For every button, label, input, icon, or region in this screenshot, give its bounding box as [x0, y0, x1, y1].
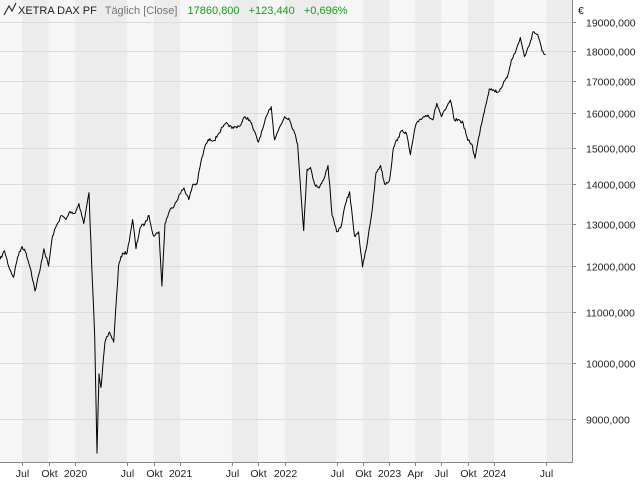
- y-tick-label: 18000,000: [586, 47, 636, 59]
- y-tick-label: 13000,000: [586, 220, 636, 232]
- x-tick-label: Jul: [435, 468, 448, 480]
- y-tick-label: 14000,000: [586, 180, 636, 192]
- background-band: [153, 0, 180, 462]
- background-band: [415, 0, 442, 462]
- background-band: [284, 0, 337, 462]
- background-band: [389, 0, 416, 462]
- background-bands: [0, 0, 572, 462]
- x-tick-label: Okt: [41, 468, 57, 480]
- x-tick-label: Okt: [250, 468, 266, 480]
- x-tick-label: Jul: [16, 468, 29, 480]
- x-tick-label: 2022: [274, 468, 298, 480]
- x-tick-label: Okt: [146, 468, 162, 480]
- background-band: [258, 0, 285, 462]
- x-tick-label: 2020: [64, 468, 88, 480]
- background-band: [494, 0, 547, 462]
- background-band: [0, 0, 23, 462]
- currency-label: €: [578, 5, 584, 17]
- background-band: [467, 0, 495, 462]
- x-tick-label: Okt: [355, 468, 371, 480]
- background-band: [336, 0, 364, 462]
- y-tick-label: 15000,000: [586, 144, 636, 156]
- x-tick-label: 2024: [483, 468, 507, 480]
- price-series-line: [0, 31, 546, 454]
- x-tick-label: Jul: [226, 468, 239, 480]
- y-tick-label: 11000,000: [586, 308, 635, 320]
- last-price: 17860,800: [188, 5, 240, 17]
- y-tick-label: 9000,000: [586, 415, 630, 427]
- change-absolute: +123,440: [249, 5, 295, 17]
- y-tick-label: 12000,000: [586, 262, 636, 274]
- x-tick-label: Jul: [540, 468, 553, 480]
- background-band: [441, 0, 468, 462]
- x-tick-label: 2021: [169, 468, 193, 480]
- y-tick-label: 19000,000: [586, 18, 636, 30]
- interval-label: Täglich [Close]: [105, 5, 178, 17]
- x-tick-label: Jul: [331, 468, 344, 480]
- svg-text:XETRA DAX PF Täglich [Cl: XETRA DAX PF Täglich [Close] 17860,800 +…: [18, 5, 348, 17]
- background-band: [127, 0, 154, 462]
- x-tick-label: 2023: [378, 468, 402, 480]
- gridlines: [0, 22, 572, 420]
- instrument-name: XETRA DAX PF: [18, 5, 97, 17]
- chart-header: XETRA DAX PF Täglich [Close] 17860,800 +…: [3, 2, 584, 17]
- background-band: [363, 0, 390, 462]
- y-tick-label: 16000,000: [586, 109, 636, 121]
- background-band: [179, 0, 232, 462]
- x-tick-label: Okt: [460, 468, 476, 480]
- x-axis-ticks: Jul Okt 2020 Jul Okt 2021 Jul Okt 2022 Jul Okt 2023…: [16, 462, 553, 480]
- y-tick-label: 17000,000: [586, 77, 636, 89]
- x-tick-label: Apr: [407, 468, 424, 480]
- background-band: [48, 0, 75, 462]
- y-tick-label: 10000,000: [586, 359, 636, 371]
- background-band: [74, 0, 128, 462]
- x-tick-label: Jul: [121, 468, 134, 480]
- background-band: [546, 0, 572, 462]
- background-band: [231, 0, 259, 462]
- line-chart-icon: [3, 2, 17, 16]
- background-band: [22, 0, 49, 462]
- change-percent: +0,696%: [304, 5, 348, 17]
- y-axis-ticks: 9000,000 10000,000 11000,000 12000,000 13000…: [572, 18, 636, 427]
